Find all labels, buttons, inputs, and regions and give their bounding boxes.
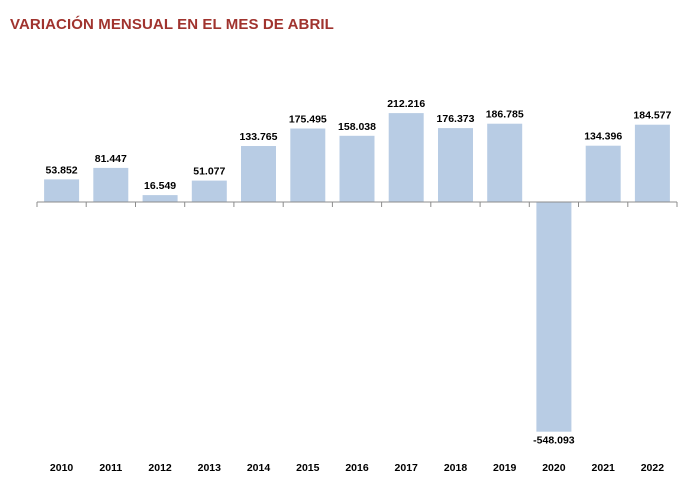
x-axis <box>36 201 678 207</box>
category-label-2020: 2020 <box>542 462 566 474</box>
data-label-2022: 184.577 <box>633 110 671 122</box>
data-label-2010: 53.852 <box>46 164 78 176</box>
category-label-2018: 2018 <box>444 462 468 474</box>
category-label-2012: 2012 <box>148 462 172 474</box>
bar-2020 <box>536 202 572 432</box>
chart-title: VARIACIÓN MENSUAL EN EL MES DE ABRIL <box>10 16 334 33</box>
bar-2018 <box>438 128 473 202</box>
category-label-2013: 2013 <box>198 462 222 474</box>
data-label-2017: 212.216 <box>387 98 425 110</box>
data-labels-group: 53.852 81.447 16.549 51.077 133.765 175.495 15… <box>46 98 672 447</box>
data-label-2012: 16.549 <box>144 180 176 192</box>
category-label-2010: 2010 <box>50 462 74 474</box>
category-label-2015: 2015 <box>296 462 320 474</box>
data-label-2014: 133.765 <box>240 131 278 143</box>
bar-2012 <box>142 195 178 202</box>
data-label-2021: 134.396 <box>584 131 622 143</box>
bar-2013 <box>191 180 227 202</box>
category-labels-group: 2010 2011 2012 2013 2014 2015 2016 2017 2018 2019… <box>50 462 664 474</box>
data-label-2013: 51.077 <box>193 166 225 178</box>
category-label-2019: 2019 <box>493 462 517 474</box>
category-label-2022: 2022 <box>641 462 665 474</box>
bar-2022 <box>634 124 670 202</box>
category-label-2011: 2011 <box>99 462 122 474</box>
bar-2015 <box>290 128 326 202</box>
category-label-2021: 2021 <box>592 462 616 474</box>
bar-2014 <box>241 146 276 202</box>
bar-2011 <box>93 167 129 202</box>
bar-2019 <box>487 123 523 202</box>
data-label-2018: 176.373 <box>437 113 475 125</box>
category-label-2014: 2014 <box>247 462 271 474</box>
bars-group <box>44 113 670 432</box>
bar-2016 <box>339 135 375 202</box>
data-label-2015: 175.495 <box>289 114 327 126</box>
data-label-2020: -548.093 <box>533 435 575 447</box>
data-label-2011: 81.447 <box>95 153 127 165</box>
data-label-2019: 186.785 <box>486 109 524 121</box>
category-label-2017: 2017 <box>395 462 419 474</box>
bar-2010 <box>44 179 80 202</box>
bar-2017 <box>388 113 424 202</box>
bar-2021 <box>585 145 621 202</box>
category-label-2016: 2016 <box>345 462 369 474</box>
data-label-2016: 158.038 <box>338 121 376 133</box>
